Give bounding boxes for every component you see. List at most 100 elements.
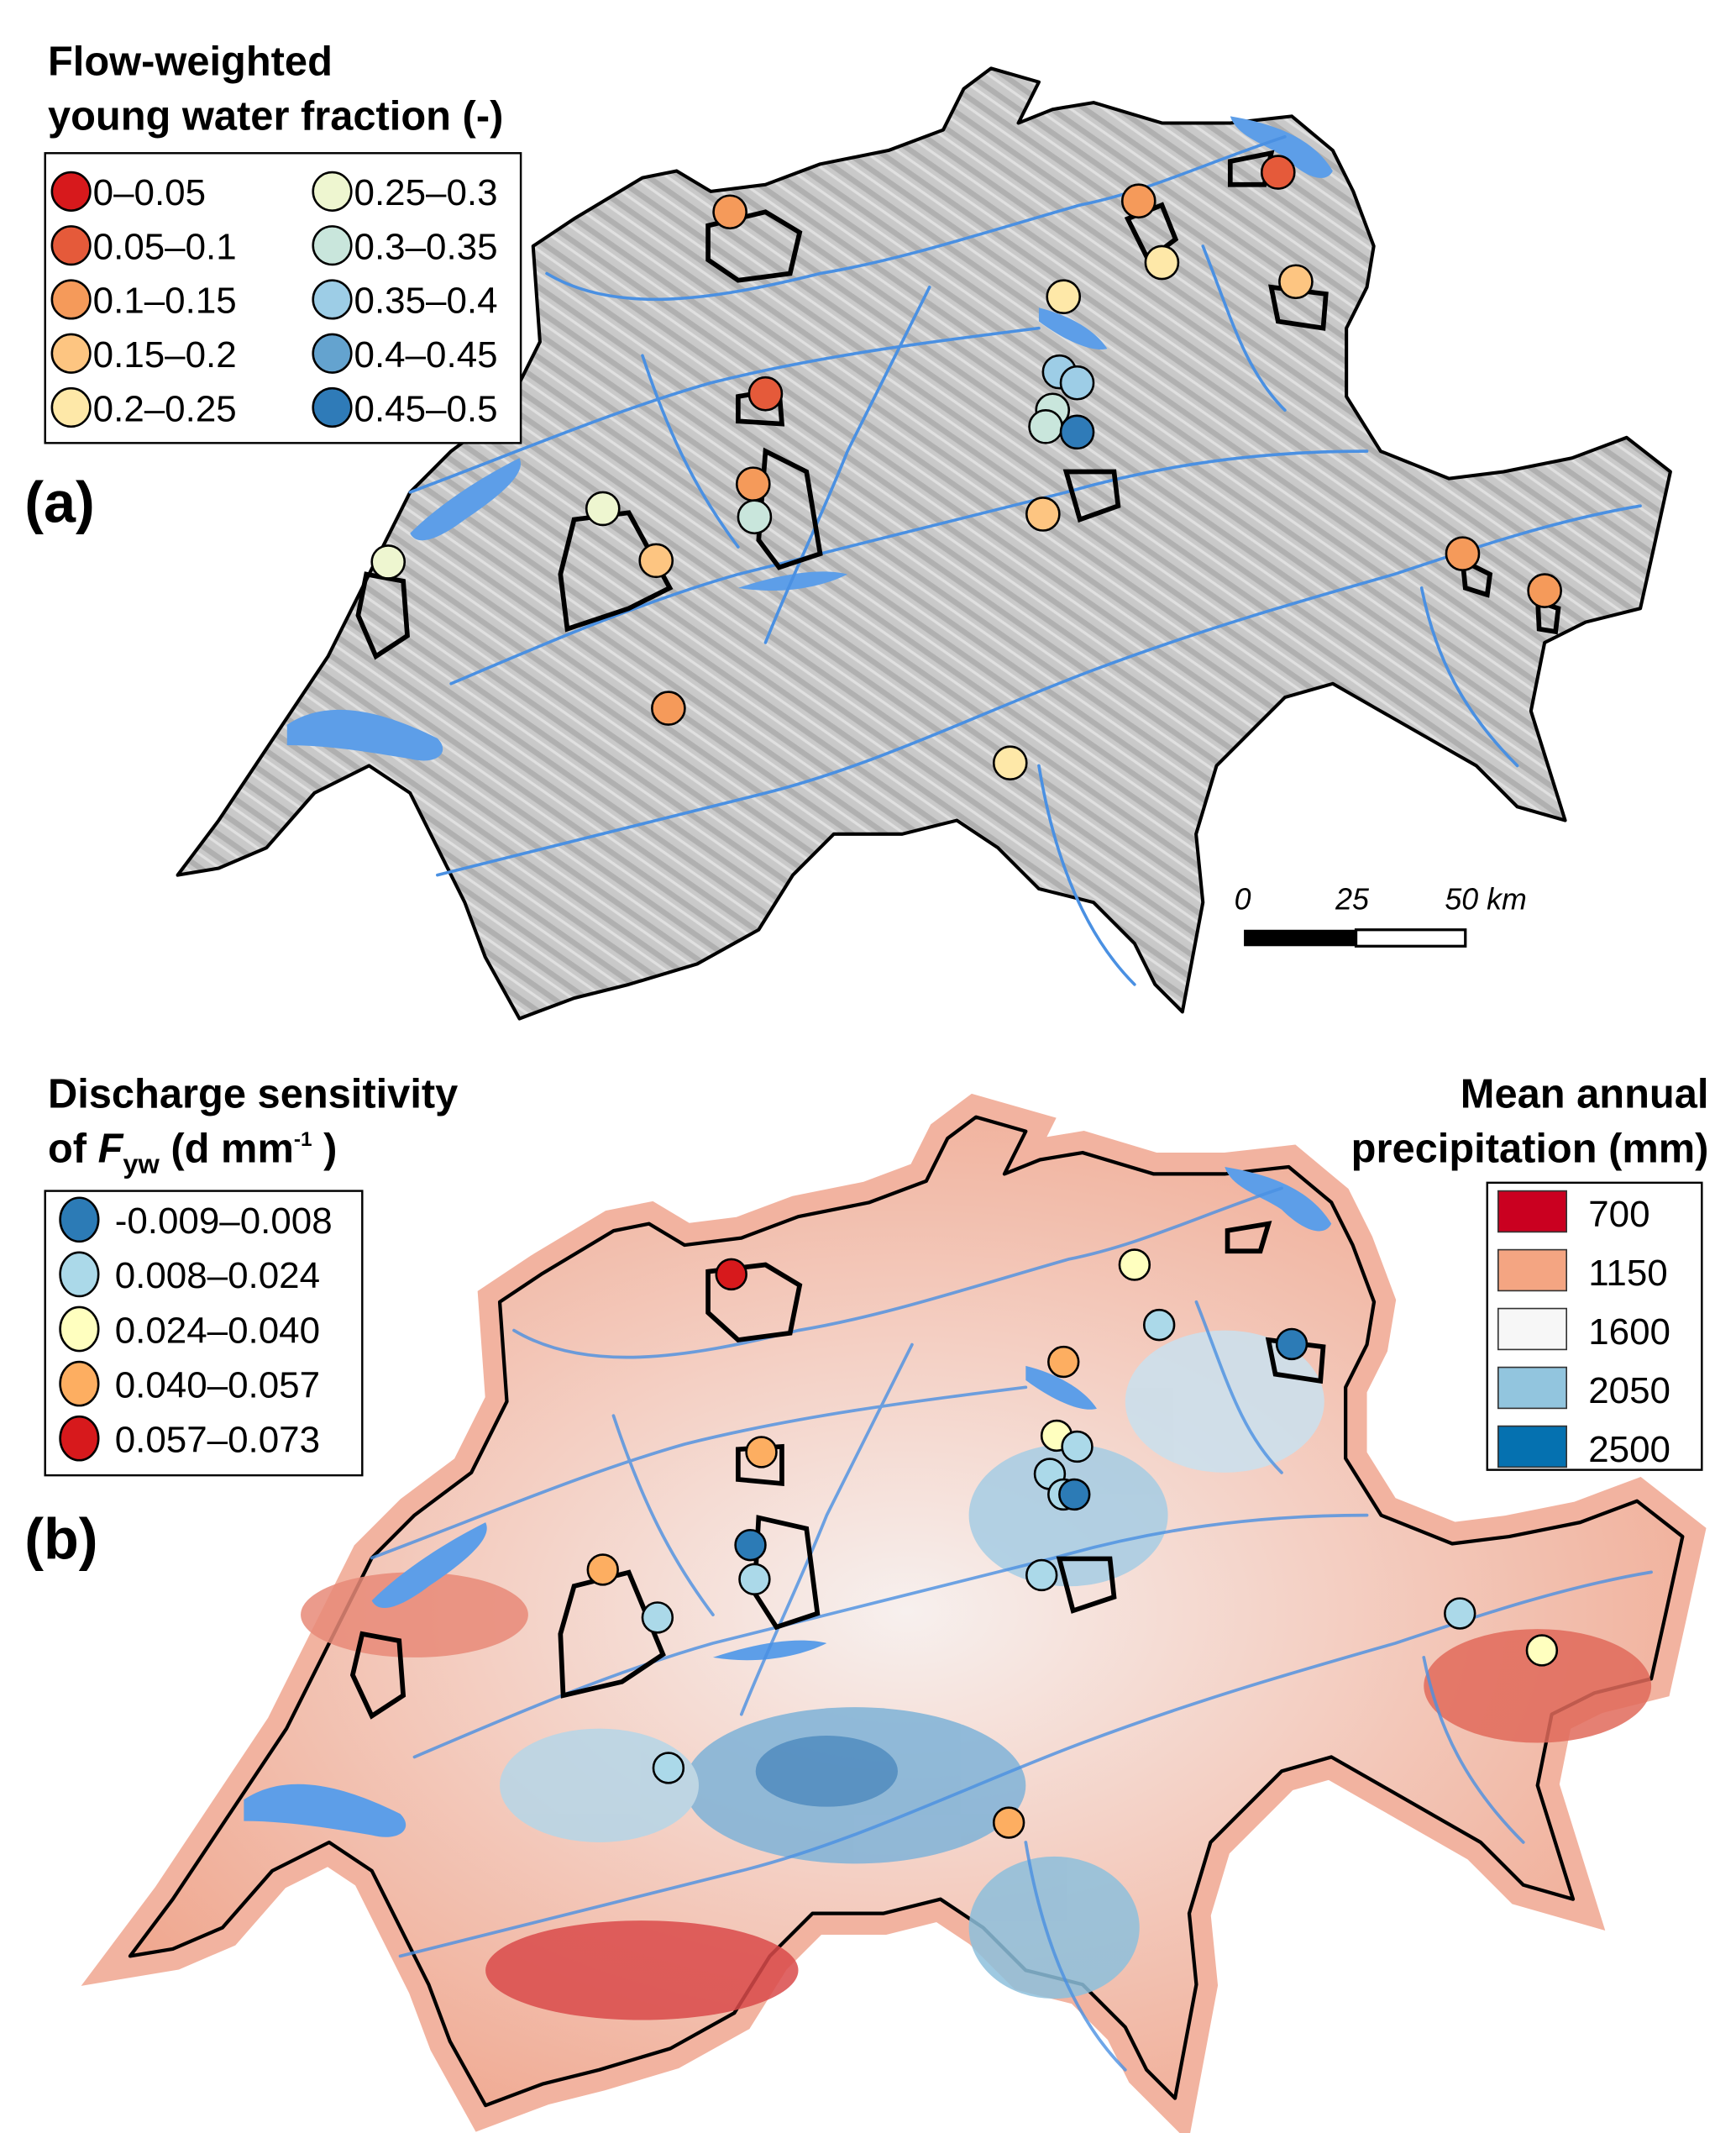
title-unit: (d mm: [160, 1126, 294, 1171]
legend-b-swatch: [59, 1196, 100, 1243]
legend-b-label: 0.057–0.073: [115, 1419, 320, 1460]
catchment-marker[interactable]: [641, 1601, 674, 1634]
legend-a-swatch: [312, 333, 353, 374]
precip-legend-label: 1150: [1588, 1253, 1667, 1294]
scalebar-tick-25: 25: [1335, 882, 1369, 916]
legend-a-swatch: [50, 225, 92, 266]
precip-legend-swatch: [1497, 1248, 1567, 1292]
catchment-marker[interactable]: [1120, 183, 1156, 219]
catchment-marker[interactable]: [1059, 365, 1095, 401]
legend-a-items: 0–0.05 0.05–0.1 0.1–0.15 0.15–0.2 0.2–0.25 0.…: [50, 171, 498, 429]
catchment-marker[interactable]: [1059, 414, 1095, 450]
legend-b-title-line2: of Fyw (d mm-1 ): [48, 1126, 337, 1179]
catchment-marker[interactable]: [370, 544, 406, 580]
catchment-marker[interactable]: [712, 194, 747, 230]
precip-legend-title-line1: Mean annual: [1461, 1071, 1709, 1116]
precip-legend-swatch: [1497, 1425, 1567, 1468]
legend-a-swatch: [312, 171, 353, 212]
map-a: 0 25 50 km: [178, 68, 1670, 1018]
legend-a-label: 0.3–0.35: [354, 226, 498, 267]
catchment-marker[interactable]: [585, 491, 621, 527]
catchment-marker[interactable]: [1046, 279, 1082, 315]
legend-a-label: 0.2–0.25: [93, 388, 237, 429]
legend-a-swatch: [312, 225, 353, 266]
legend-a-swatch: [50, 279, 92, 320]
title-superscript: -1: [294, 1128, 312, 1151]
catchment-outlines-b: [349, 1221, 1326, 1720]
scalebar-tick-0: 0: [1235, 882, 1251, 916]
catchment-marker[interactable]: [737, 499, 773, 535]
catchment-marker[interactable]: [1527, 573, 1562, 608]
legend-a-label: 0.05–0.1: [93, 226, 237, 267]
legend-b-label: 0.024–0.040: [115, 1310, 320, 1351]
catchment-marker[interactable]: [652, 1752, 685, 1784]
legend-a-label: 0.1–0.15: [93, 281, 237, 322]
precip-legend-label: 1600: [1588, 1311, 1670, 1353]
map-b: [130, 1117, 1682, 2105]
precip-legend-swatch: [1497, 1307, 1567, 1351]
catchment-marker[interactable]: [1047, 1345, 1080, 1379]
scalebar-white-segment: [1354, 928, 1467, 948]
catchment-marker[interactable]: [734, 1528, 767, 1562]
catchment-marker[interactable]: [1118, 1248, 1151, 1281]
catchment-marker[interactable]: [1025, 1558, 1058, 1592]
legend-a-swatch: [312, 386, 353, 428]
scalebar-black-segment: [1244, 929, 1356, 947]
catchment-marker[interactable]: [735, 466, 771, 502]
precip-field: [301, 1330, 1652, 2020]
catchment-marker[interactable]: [1061, 1430, 1094, 1463]
precip-legend-title-line2: precipitation (mm): [1351, 1126, 1709, 1171]
catchment-marker[interactable]: [715, 1258, 747, 1291]
legend-a-label: 0.4–0.45: [354, 334, 498, 376]
markers-b: [586, 1248, 1559, 1839]
legend-a-label: 0.35–0.4: [354, 281, 498, 322]
catchment-marker[interactable]: [1525, 1634, 1559, 1667]
catchment-marker[interactable]: [1445, 536, 1481, 571]
legend-a-swatch: [50, 171, 92, 212]
legend-a-label: 0.25–0.3: [354, 172, 498, 213]
title-of: of: [48, 1126, 98, 1171]
catchment-marker[interactable]: [992, 745, 1028, 781]
legend-b-label: -0.009–0.008: [115, 1200, 333, 1242]
legend-a-label: 0.45–0.5: [354, 388, 498, 429]
precip-legend-label: 2500: [1588, 1429, 1670, 1470]
catchment-marker[interactable]: [1025, 496, 1061, 532]
catchment-marker[interactable]: [738, 1563, 771, 1596]
catchment-marker[interactable]: [1142, 1308, 1176, 1342]
legend-a-label: 0–0.05: [93, 172, 206, 213]
catchment-marker[interactable]: [1444, 1597, 1476, 1630]
legend-a-label: 0.15–0.2: [93, 334, 237, 376]
legend-b-swatch: [59, 1415, 100, 1462]
legend-b-swatch: [59, 1251, 100, 1298]
precip-legend-label: 2050: [1588, 1370, 1670, 1411]
legend-b-label: 0.040–0.057: [115, 1364, 320, 1405]
catchment-marker[interactable]: [745, 1436, 778, 1468]
legend-a-title-line2: young water fraction (-): [48, 94, 503, 139]
precip-legend-swatch: [1497, 1190, 1567, 1233]
markers-a: [370, 155, 1562, 781]
catchment-marker[interactable]: [1028, 408, 1063, 444]
legend-b-swatch: [59, 1360, 100, 1407]
precip-legend-swatch: [1497, 1366, 1567, 1410]
catchment-marker[interactable]: [1058, 1478, 1091, 1511]
panel-label-a: (a): [24, 471, 95, 535]
catchment-marker[interactable]: [586, 1553, 619, 1586]
legend-a-swatch: [50, 333, 92, 374]
legend-b-swatch: [59, 1306, 100, 1353]
legend-a-title-line1: Flow-weighted: [48, 39, 333, 85]
catchment-marker[interactable]: [747, 376, 784, 412]
catchment-marker[interactable]: [651, 691, 686, 726]
legend-b-title-line1: Discharge sensitivity: [48, 1071, 458, 1116]
precip-legend-label: 700: [1588, 1194, 1649, 1235]
scalebar: 0 25 50 km: [1235, 882, 1527, 948]
legend-b-items: -0.009–0.008 0.008–0.024 0.024–0.040 0.040–…: [59, 1196, 333, 1462]
catchment-marker[interactable]: [1144, 244, 1180, 281]
catchment-marker[interactable]: [1275, 1327, 1309, 1361]
catchment-marker[interactable]: [1260, 155, 1296, 190]
catchment-marker[interactable]: [1278, 264, 1314, 300]
legend-a-swatch: [50, 386, 92, 428]
scalebar-tick-50: 50 km: [1445, 882, 1526, 916]
catchment-marker[interactable]: [638, 543, 674, 579]
catchment-marker[interactable]: [992, 1806, 1025, 1839]
